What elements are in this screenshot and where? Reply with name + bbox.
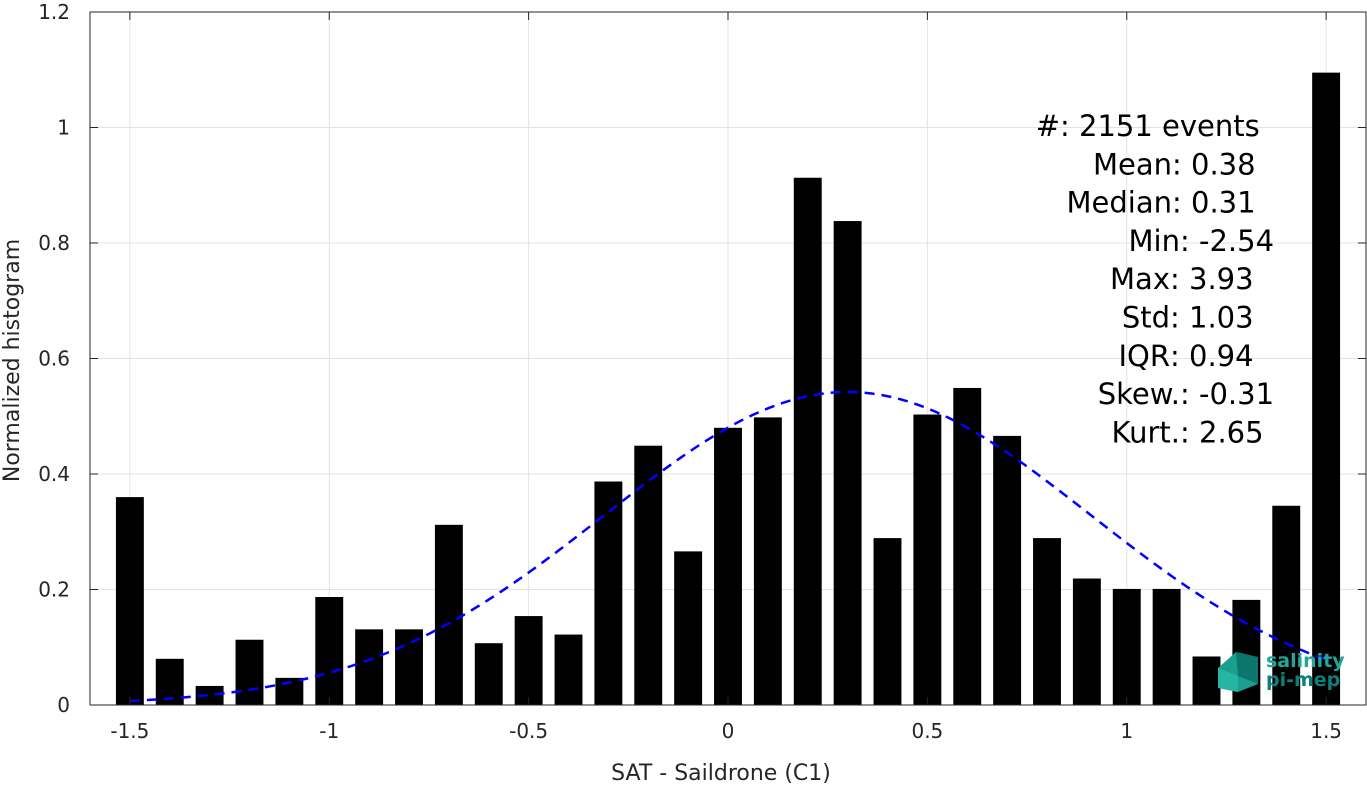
x-tick-label: 0.5 xyxy=(911,719,943,743)
histogram-bar xyxy=(993,435,1022,705)
histogram-bar xyxy=(195,685,224,705)
histogram-bar xyxy=(514,616,543,705)
histogram-bar xyxy=(355,629,384,705)
x-axis-ticks: -1.5 -1 -0.5 0 0.5 1 1.5 xyxy=(110,12,1342,743)
stat-value: : 3.93 xyxy=(1170,262,1254,296)
y-tick-label: 1.2 xyxy=(38,0,70,24)
stat-label: # xyxy=(1036,109,1060,143)
histogram-bar xyxy=(155,658,184,705)
stat-value: : 0.31 xyxy=(1172,186,1256,220)
histogram-bar xyxy=(833,221,862,705)
histogram-bar xyxy=(1033,538,1061,705)
y-tick-label: 0.8 xyxy=(38,231,70,255)
stat-label: Median xyxy=(1067,186,1172,220)
histogram-bar xyxy=(953,387,982,705)
x-tick-label: 0 xyxy=(722,719,735,743)
histogram-bar xyxy=(1312,72,1341,705)
histogram-bar xyxy=(395,629,423,705)
stat-label: Mean xyxy=(1093,147,1172,181)
stat-label: Min xyxy=(1129,224,1180,258)
stat-value: : 0.94 xyxy=(1170,339,1254,373)
histogram-bar xyxy=(1112,588,1141,705)
histogram-bar xyxy=(873,538,902,705)
y-tick-label: 0.6 xyxy=(38,347,70,371)
x-tick-label: 1 xyxy=(1120,719,1133,743)
histogram-bar xyxy=(913,414,942,705)
stat-label: Kurt. xyxy=(1112,415,1180,449)
histogram-bar xyxy=(1192,656,1221,705)
x-tick-label: -1 xyxy=(319,719,339,743)
stat-value: : 1.03 xyxy=(1170,301,1254,335)
stat-label: Std xyxy=(1122,301,1170,335)
histogram-bar xyxy=(714,427,742,705)
stat-value: : -2.54 xyxy=(1180,224,1274,258)
cube-icon xyxy=(1218,652,1258,692)
histogram-bar xyxy=(434,524,463,705)
histogram-bar xyxy=(1152,588,1181,705)
stat-value: : -0.31 xyxy=(1180,377,1274,411)
histogram-bar xyxy=(753,417,782,705)
y-axis-ticks: 0 0.2 0.4 0.6 0.8 1 1.2 xyxy=(38,0,1366,717)
logo-line1: salinity xyxy=(1266,650,1345,672)
histogram-bar xyxy=(235,639,264,705)
histogram-bar xyxy=(1072,578,1101,705)
y-axis-label: Normalized histogram xyxy=(0,239,25,482)
y-tick-label: 0.4 xyxy=(38,462,70,486)
y-tick-label: 1 xyxy=(57,116,70,140)
stat-value: : 0.38 xyxy=(1172,147,1256,181)
y-tick-label: 0.2 xyxy=(38,578,70,602)
histogram-bar xyxy=(674,551,703,705)
stat-value: : 2.65 xyxy=(1180,415,1264,449)
histogram-bar xyxy=(474,643,503,705)
y-tick-label: 0 xyxy=(57,693,70,717)
histogram-bar xyxy=(554,634,583,705)
stat-label: IQR xyxy=(1118,339,1170,373)
histogram-bar xyxy=(315,597,344,705)
x-tick-label: -1.5 xyxy=(110,719,149,743)
histogram-bar xyxy=(594,481,623,705)
logo-line2: pi-mep xyxy=(1266,669,1340,691)
x-tick-label: 1.5 xyxy=(1310,719,1342,743)
histogram-bars xyxy=(115,72,1341,705)
histogram-bar xyxy=(634,445,663,705)
histogram-bar xyxy=(1272,505,1301,705)
normal-fit-curve xyxy=(129,390,1327,703)
histogram-bar xyxy=(115,497,144,705)
x-axis-label: SAT - Saildrone (C1) xyxy=(611,761,831,785)
x-tick-label: -0.5 xyxy=(509,719,548,743)
histogram-bar xyxy=(793,177,822,705)
stat-label: Skew. xyxy=(1098,377,1180,411)
stat-label: Max xyxy=(1110,262,1170,296)
salinity-pimep-logo: salinity pi-mep xyxy=(1218,650,1345,692)
stat-value: : 2151 events xyxy=(1060,109,1260,143)
